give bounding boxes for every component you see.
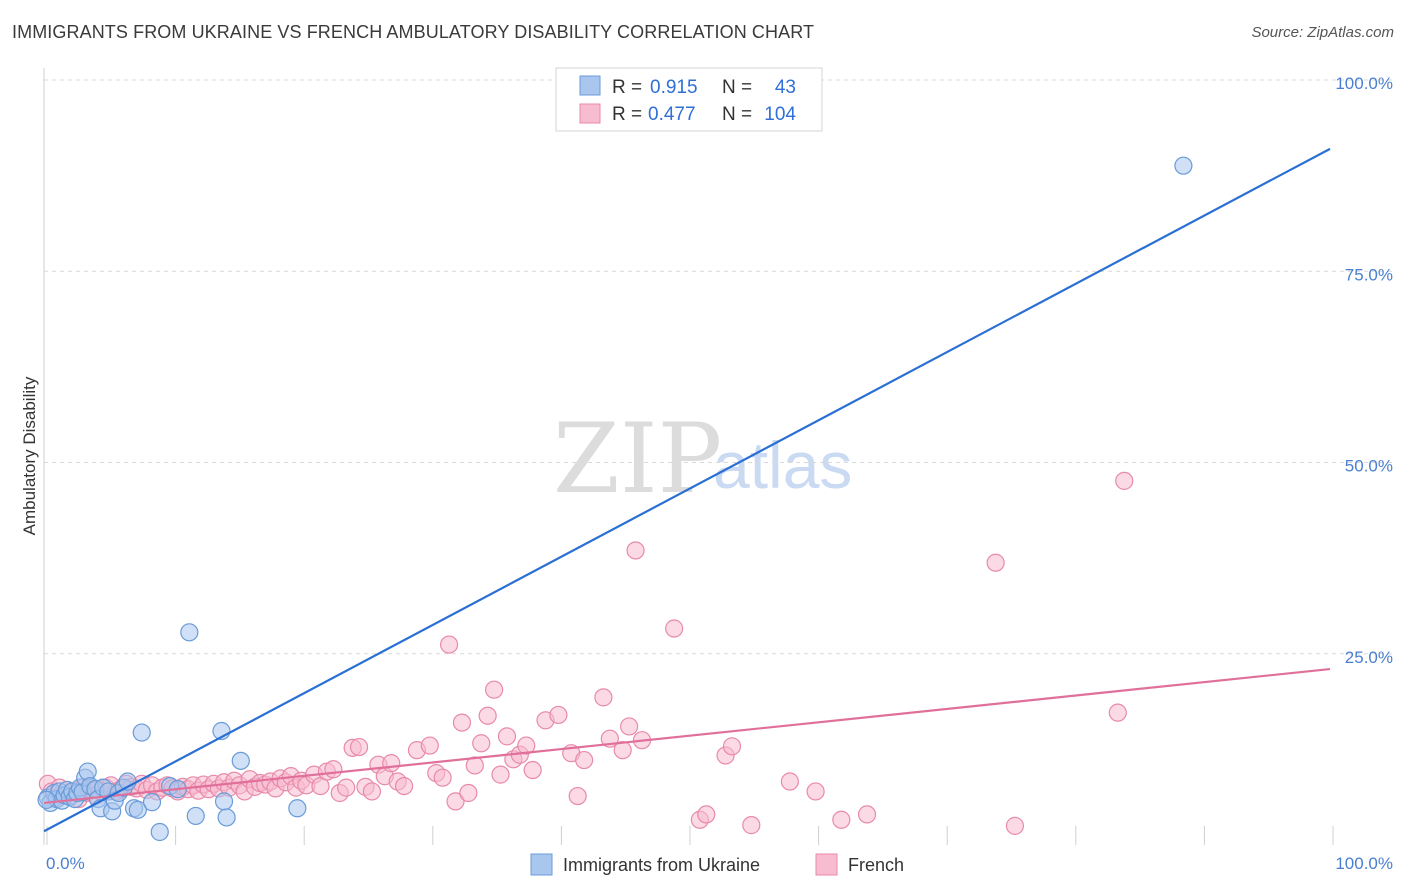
chart-title: IMMIGRANTS FROM UKRAINE VS FRENCH AMBULA… [12,22,815,42]
series-french-points [38,471,1134,835]
y-tick-label-75: 75.0% [1345,265,1393,284]
ukraine-point [142,793,162,812]
ukraine-point [150,822,169,842]
y-axis-tick-labels: 25.0% 50.0% 75.0% 100.0% [1335,74,1393,667]
legend-n-value-2: 104 [764,104,796,125]
legend-swatch-blue [579,75,601,96]
french-trend-line [43,667,1331,805]
french-point [459,783,478,803]
ukraine-point [180,623,199,642]
french-point [517,736,536,755]
trend-lines [43,147,1331,833]
french-point [575,750,594,770]
legend-r-value-1: 0.915 [650,77,698,98]
french-point [1005,816,1025,835]
french-point [986,553,1005,572]
series-ukraine-points [37,156,1193,842]
french-point [485,680,504,699]
french-point [549,705,568,725]
french-point [742,816,761,835]
legend-r-value-2: 0.477 [648,104,696,125]
x-tick-label-max: 100.0% [1335,854,1393,873]
french-point [568,786,587,806]
y-tick-label-50: 50.0% [1345,457,1393,476]
legend-n-label-2: N = [722,104,752,125]
ukraine-point [37,790,56,809]
french-point [806,782,825,801]
french-point [626,541,645,560]
french-point [523,760,542,780]
bottom-legend: Immigrants from Ukraine French [530,853,904,876]
french-point [465,756,484,775]
bottom-legend-swatch-french [815,853,838,876]
legend-r-label-2: R = [612,104,642,125]
ukraine-point [1174,156,1193,175]
ukraine-point [132,723,151,742]
legend-n-value-1: 43 [775,77,796,98]
french-point [452,713,472,732]
watermark-zip: ZIP [553,403,722,515]
french-point [433,768,452,787]
y-tick-label-100: 100.0% [1335,74,1393,93]
french-point [620,717,639,736]
source-label: Source: ZipAtlas.com [1251,24,1394,41]
french-point [697,805,716,824]
bottom-legend-swatch-ukraine [530,853,553,876]
french-point [337,778,356,797]
french-point [665,619,684,638]
french-point [722,737,742,756]
french-point [478,706,497,725]
french-point [594,688,613,707]
french-point [420,736,439,755]
french-point [497,727,517,746]
ukraine-trend-line [43,147,1331,833]
french-point [349,737,369,757]
ukraine-point [214,792,234,811]
french-point [1108,703,1127,722]
french-point [362,782,382,801]
french-point [491,765,510,784]
ukraine-point [288,799,307,818]
ukraine-point [217,808,236,827]
french-point [832,810,851,829]
bottom-legend-label-ukraine: Immigrants from Ukraine [563,855,760,875]
ukraine-point [128,800,147,819]
french-point [382,754,401,773]
french-point [324,760,343,779]
bottom-legend-label-french: French [848,855,904,875]
ukraine-point [231,751,250,770]
french-point [394,776,414,796]
french-point [1115,471,1134,490]
y-tick-label-25: 25.0% [1345,648,1393,667]
legend-box: R = 0.915 N = 43 R = 0.477 N = 104 [555,67,823,132]
x-axis-ticks [46,826,1334,845]
legend-n-label-1: N = [722,77,752,98]
french-point [446,792,465,811]
legend-swatch-pink [579,103,601,124]
ukraine-point [186,806,205,826]
french-point [780,772,799,791]
french-point [857,805,877,824]
french-point [439,635,459,654]
legend-r-label-1: R = [612,77,642,98]
french-point [472,734,491,753]
y-axis-title: Ambulatory Disability [20,376,39,535]
x-tick-label-min: 0.0% [46,854,85,873]
